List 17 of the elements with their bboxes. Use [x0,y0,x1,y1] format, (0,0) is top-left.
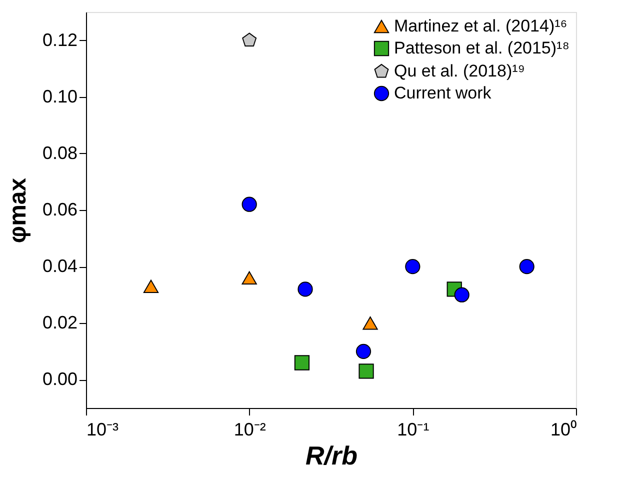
y-tick-label: 0.00 [42,369,78,390]
legend-label: Qu et al. (2018)¹⁹ [394,62,526,80]
y-axis-title: φmax [4,177,32,244]
y-tick-label: 0.10 [42,86,78,106]
x-tick-label: 10⁻³ [86,420,119,440]
legend-label: Patteson et al. (2015)¹⁸ [394,38,570,58]
y-tick-label: 0.12 [42,30,78,50]
legend-label: Current work [394,84,492,102]
x-tick-label: 10⁰ [550,420,576,440]
y-tick-label: 0.04 [42,256,78,276]
x-axis-title: R/rb [306,440,358,470]
legend-label: Martinez et al. (2014)¹⁶ [394,16,568,36]
x-tick-label: 10⁻¹ [397,420,430,440]
y-tick-label: 0.02 [42,312,78,333]
y-tick-label: 0.06 [42,200,78,220]
y-tick-label: 0.08 [42,142,78,163]
x-tick-label: 10⁻² [234,420,266,440]
